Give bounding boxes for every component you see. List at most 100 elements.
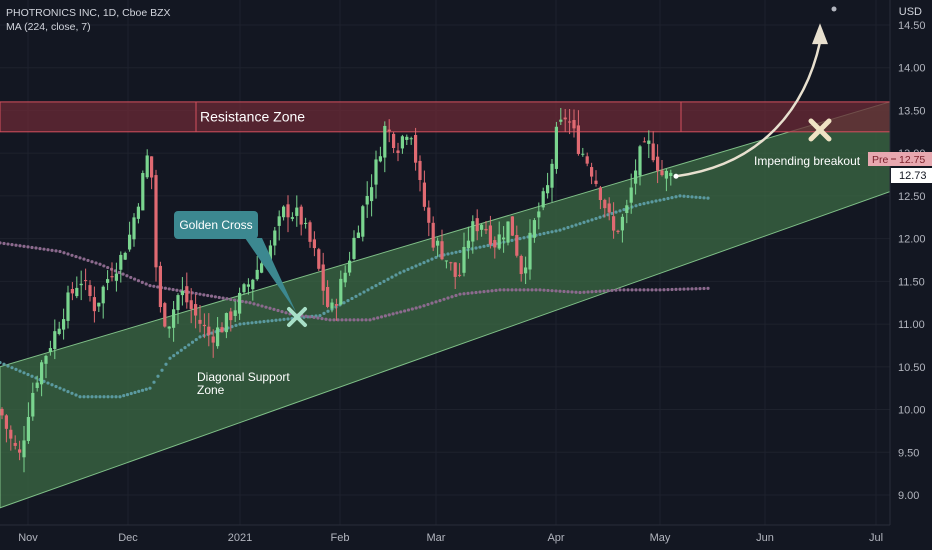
ma-fast-dot <box>610 211 614 216</box>
ma-fast-dot <box>622 207 626 212</box>
support-label-line2: Zone <box>197 383 225 397</box>
ma-slow-dot <box>538 288 542 292</box>
ma-slow-dot <box>566 290 570 294</box>
ma-slow-dot <box>442 297 446 301</box>
ma-slow-dot <box>364 318 368 322</box>
candle-up <box>53 331 57 350</box>
ma-fast-dot <box>402 269 406 273</box>
candle-down <box>13 442 17 446</box>
ma-slow-dot <box>682 287 686 291</box>
ma-slow-dot <box>510 288 514 292</box>
ma-slow-dot <box>430 301 434 305</box>
ma-fast-dot <box>58 386 62 390</box>
price-tick: 10.00 <box>898 405 926 417</box>
candle-up <box>638 146 642 176</box>
ma-slow-dot <box>229 297 233 302</box>
ma-fast-dot <box>66 390 70 394</box>
ma-fast-dot <box>6 364 10 368</box>
ma-fast-dot <box>698 195 702 200</box>
ma-slow-dot <box>280 310 284 314</box>
candle-down <box>414 134 418 163</box>
ma-slow-dot <box>558 289 562 293</box>
ma-slow-dot <box>129 275 133 280</box>
ma-fast-dot <box>152 380 156 384</box>
ma-fast-dot <box>238 322 242 326</box>
chart-header: PHOTRONICS INC, 1D, Cboe BZX MA (224, cl… <box>6 6 171 34</box>
price-axis: 9.00 9.50 10.00 10.50 11.00 11.50 12.00 12.50 13… <box>868 0 932 550</box>
candle-up <box>97 302 101 307</box>
ma-slow-dot <box>144 282 148 286</box>
candle-up <box>273 230 277 246</box>
pre-price: 12.75 <box>899 154 925 166</box>
ma-fast-dot <box>482 244 486 248</box>
ma-slow-dot <box>86 258 90 263</box>
ma-fast-dot <box>0 360 2 365</box>
ma-fast-dot <box>366 288 370 292</box>
ma-slow-dot <box>506 288 510 292</box>
candle-down <box>603 199 607 209</box>
ma-fast-dot <box>354 294 358 298</box>
candles <box>0 107 673 473</box>
ma-slow-dot <box>324 317 328 321</box>
ma-slow-dot <box>514 288 518 292</box>
ma-fast-dot <box>642 202 646 206</box>
candle-down <box>299 206 303 225</box>
candle-down <box>229 311 233 321</box>
ma-slow-dot <box>22 244 26 248</box>
ma-slow-dot <box>0 241 2 245</box>
price-tick: 9.00 <box>898 490 919 502</box>
ma-slow-dot <box>486 289 490 293</box>
ma-slow-dot <box>526 288 530 292</box>
candle-up <box>66 292 70 321</box>
ma-slow-dot <box>156 285 160 289</box>
candle-up <box>290 217 294 219</box>
ma-slow-dot <box>344 318 348 322</box>
ma-fast-dot <box>378 281 382 286</box>
ma-fast-dot <box>70 391 74 395</box>
candle-up <box>26 417 30 441</box>
ma-slow-dot <box>574 290 578 294</box>
time-tick: Jul <box>869 532 883 544</box>
ma-fast-dot <box>242 322 246 326</box>
ma-fast-dot <box>694 195 698 199</box>
ma-fast-dot <box>90 395 94 399</box>
ma-fast-dot <box>390 275 394 279</box>
price-tick: 14.00 <box>898 63 926 75</box>
ma-fast-dot <box>394 273 398 277</box>
ma-fast-dot <box>122 394 126 398</box>
candle-down <box>585 156 589 164</box>
candle-down <box>568 121 572 123</box>
ma-slow-dot <box>634 288 638 292</box>
ma-slow-dot <box>148 284 152 288</box>
ma-slow-dot <box>320 317 324 321</box>
ma-fast-dot <box>98 395 102 399</box>
candle-up <box>128 234 132 250</box>
candle-up <box>31 392 35 417</box>
ma-fast-dot <box>510 238 514 242</box>
ma-fast-dot <box>270 319 274 323</box>
ma-fast-dot <box>164 362 168 366</box>
ma-fast-dot <box>446 252 450 256</box>
candle-up <box>114 273 118 281</box>
ma-slow-dot <box>387 313 391 317</box>
candle-down <box>488 225 492 245</box>
candle-up <box>40 362 44 385</box>
ma-fast-dot <box>129 391 133 396</box>
candle-up <box>370 187 374 202</box>
candle-up <box>242 284 246 293</box>
ma-slow-dot <box>562 289 566 294</box>
candle-up <box>233 310 237 316</box>
golden-cross-callout <box>174 211 258 239</box>
ma-fast-dot <box>570 224 574 228</box>
ma-fast-dot <box>86 395 90 399</box>
ma-slow-dot <box>312 315 316 320</box>
ma-fast-dot <box>706 196 710 200</box>
candle-up <box>480 224 484 230</box>
candle-up <box>216 327 220 347</box>
ma-slow-dot <box>352 318 356 322</box>
ma-fast-dot <box>30 374 34 378</box>
ma-fast-dot <box>22 371 26 375</box>
ma-slow-dot <box>666 288 670 292</box>
ma-slow-dot <box>610 288 614 293</box>
